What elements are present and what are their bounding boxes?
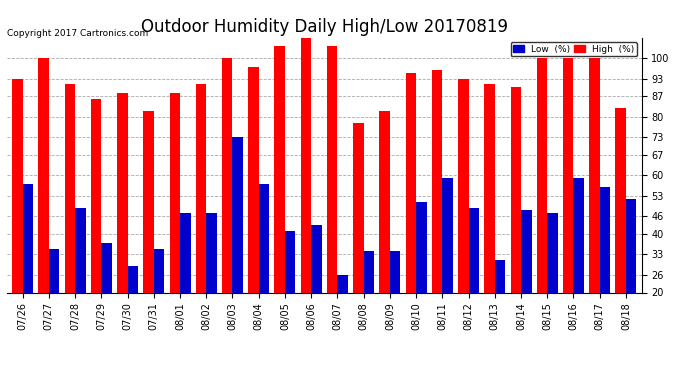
Bar (170, 93, 180, 292)
Bar (416, 202, 426, 292)
Bar (275, 46, 285, 292)
Bar (327, 46, 337, 292)
Bar (285, 231, 295, 292)
Bar (233, 137, 243, 292)
Bar (537, 58, 547, 292)
Bar (39, 58, 49, 292)
Bar (248, 67, 259, 292)
Bar (49, 249, 59, 292)
Bar (65, 84, 75, 292)
Bar (311, 225, 322, 292)
Bar (442, 178, 453, 292)
Bar (12, 78, 23, 292)
Bar (154, 249, 164, 292)
Bar (180, 213, 190, 292)
Bar (521, 210, 531, 292)
Legend: Low  (%), High  (%): Low (%), High (%) (511, 42, 637, 56)
Bar (23, 184, 33, 292)
Bar (144, 111, 154, 292)
Bar (196, 84, 206, 292)
Bar (600, 187, 610, 292)
Bar (91, 99, 101, 292)
Bar (563, 58, 573, 292)
Text: Copyright 2017 Cartronics.com: Copyright 2017 Cartronics.com (7, 28, 148, 38)
Bar (458, 78, 469, 292)
Bar (353, 123, 364, 292)
Bar (589, 58, 600, 292)
Bar (128, 266, 138, 292)
Bar (547, 213, 558, 292)
Bar (626, 199, 636, 292)
Bar (259, 184, 269, 292)
Bar (573, 178, 584, 292)
Title: Outdoor Humidity Daily High/Low 20170819: Outdoor Humidity Daily High/Low 20170819 (141, 18, 508, 36)
Bar (117, 93, 128, 292)
Bar (484, 84, 495, 292)
Bar (301, 38, 311, 292)
Bar (222, 58, 233, 292)
Bar (432, 70, 442, 292)
Bar (101, 243, 112, 292)
Bar (406, 73, 416, 292)
Bar (511, 87, 521, 292)
Bar (337, 275, 348, 292)
Bar (75, 207, 86, 292)
Bar (364, 252, 374, 292)
Bar (495, 260, 505, 292)
Bar (469, 207, 479, 292)
Bar (615, 108, 626, 292)
Bar (390, 252, 400, 292)
Bar (206, 213, 217, 292)
Bar (380, 111, 390, 292)
